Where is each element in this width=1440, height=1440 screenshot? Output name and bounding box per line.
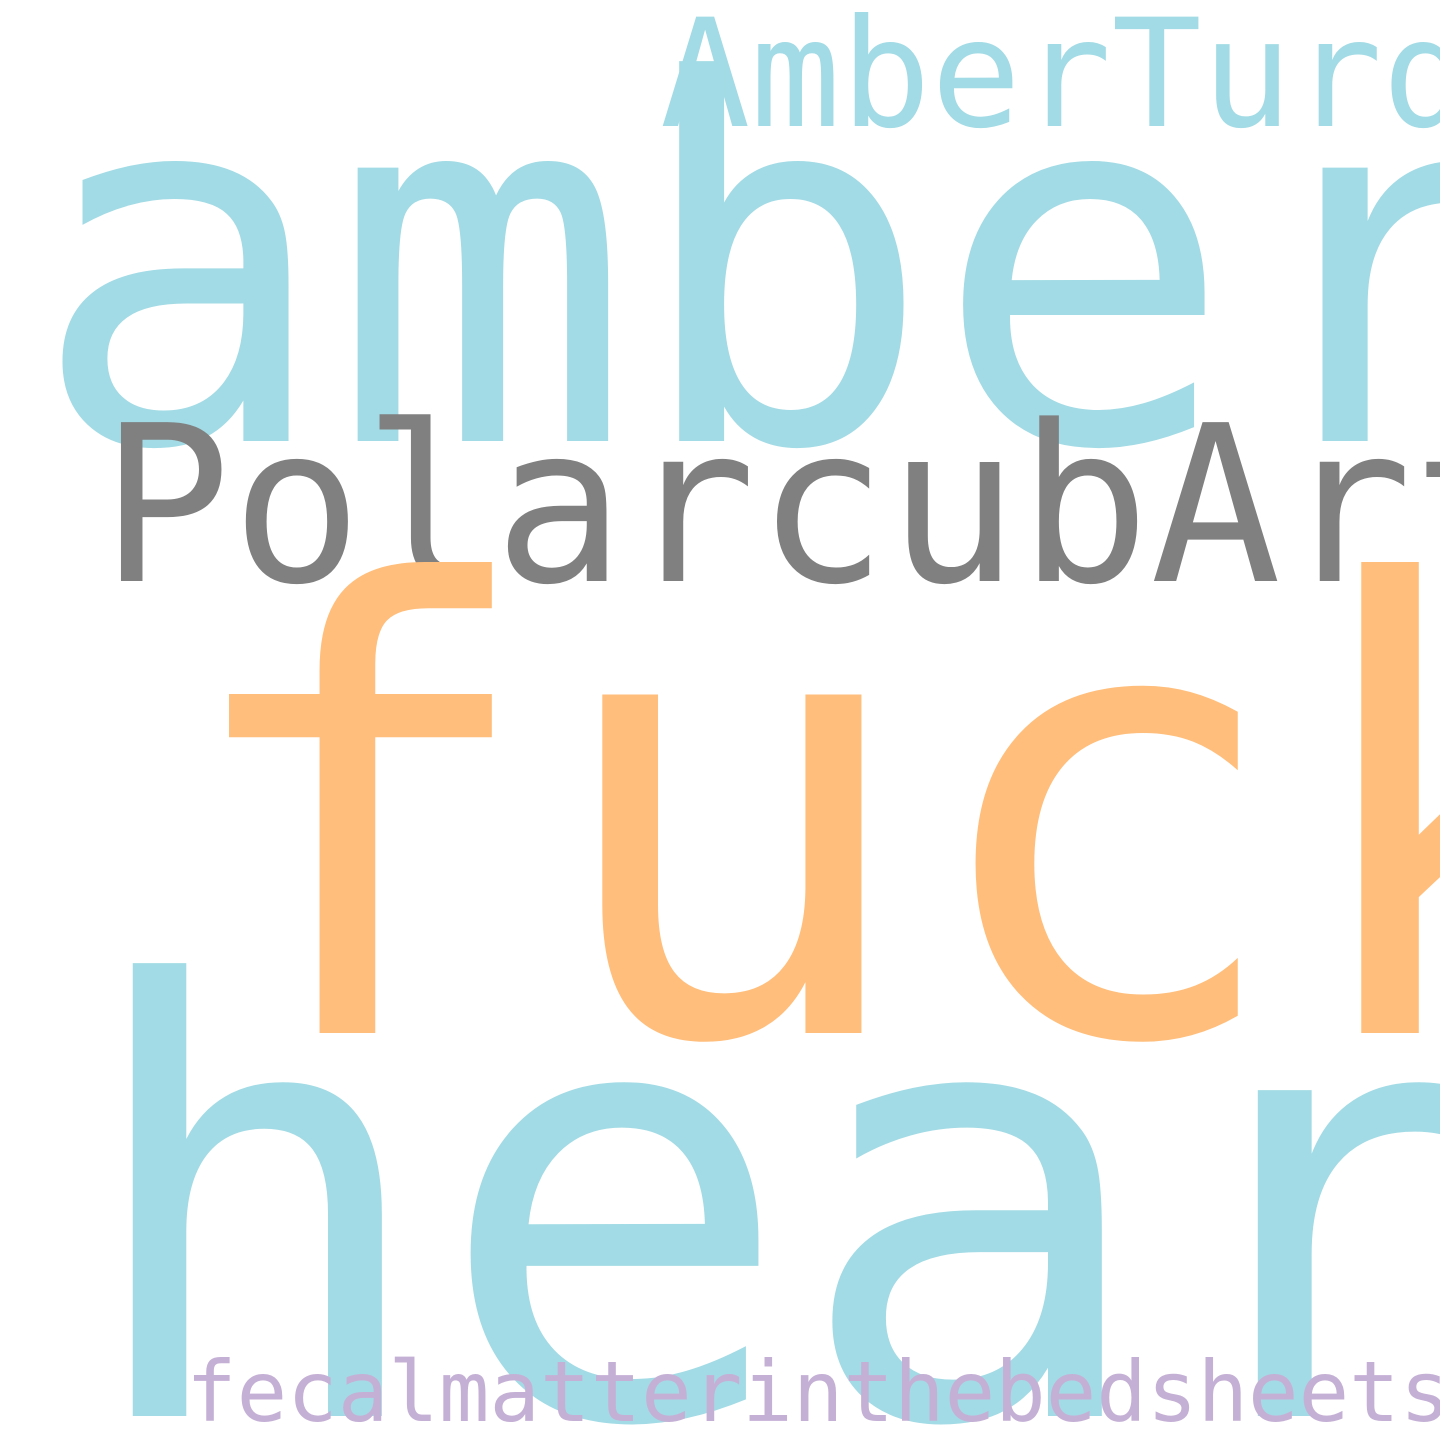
- word-amber: amber: [30, 0, 1440, 559]
- word-heard: heard: [76, 863, 1440, 1440]
- word-fuck: fuck: [170, 459, 1440, 1180]
- word-polarcubart: PolarcubArt: [100, 380, 1440, 633]
- word-fecalmatterinthebedsheets: fecalmatterinthebedsheets: [186, 1343, 1440, 1440]
- word-amberturd: AmberTurd: [660, 0, 1440, 162]
